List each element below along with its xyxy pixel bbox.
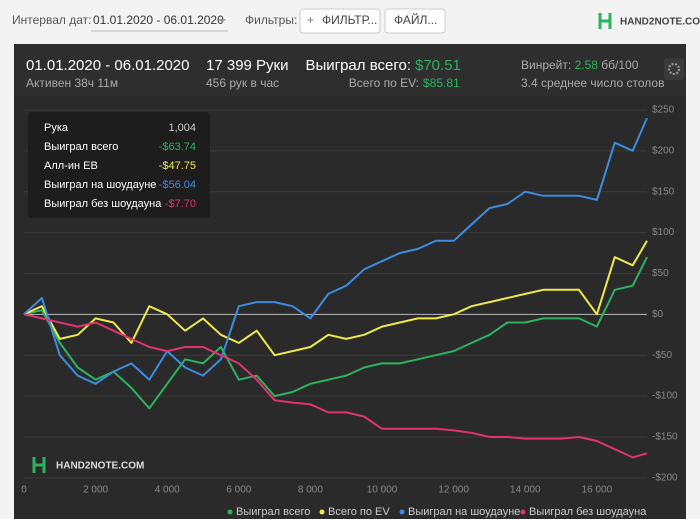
tooltip-label: Рука	[44, 122, 69, 134]
winrate-value: 2.58	[575, 58, 599, 72]
x-tick-label: 2 000	[83, 485, 108, 496]
series-line	[23, 256, 648, 410]
tooltip-rows: Рука 1,004 Выиграл всего -$63.74 Алл-ин EB -$…	[44, 122, 196, 210]
legend-label: Всего по EV	[328, 506, 390, 518]
winrate-label: Винрейт:	[521, 58, 571, 72]
file-button[interactable]	[384, 8, 446, 34]
tooltip-label: Выиграл на шоудауне	[44, 179, 156, 191]
y-tick-label: $0	[652, 309, 664, 320]
active-time: Активен 38ч 11м	[26, 76, 118, 90]
watermark-icon	[32, 457, 46, 473]
x-tick-label: 12 000	[438, 485, 469, 496]
tooltip-value: -$7.70	[165, 198, 196, 210]
y-tick-label: -$200	[652, 472, 678, 483]
x-tick-label: 0	[21, 485, 27, 496]
legend-swatch	[399, 509, 405, 515]
settings-icon[interactable]	[668, 63, 680, 75]
won-value: $70.51	[415, 57, 461, 74]
y-tick-label: $200	[652, 145, 675, 156]
series-line	[23, 117, 648, 385]
tables: 3.4 среднее число столов	[521, 76, 664, 90]
y-tick-label: $50	[652, 268, 669, 279]
tooltip-value: 1,004	[168, 122, 196, 134]
legend: Выиграл всего Всего по EV Выиграл на шоуда…	[227, 506, 647, 518]
legend-label: Выиграл без шоудауна	[529, 506, 647, 518]
legend-label: Выиграл на шоудауне	[408, 506, 520, 518]
settings-button[interactable]	[664, 58, 684, 80]
tooltip-value: -$56.04	[159, 179, 196, 191]
dropdown-arrow[interactable]	[218, 19, 226, 23]
tooltip	[28, 112, 210, 218]
filter-button-label[interactable]: ФИЛЬТР...	[322, 13, 377, 27]
y-tick-label: $100	[652, 227, 675, 238]
logo-icon	[598, 13, 612, 29]
x-tick-label: 4 000	[155, 485, 180, 496]
x-tick-label: 10 000	[367, 485, 398, 496]
summary-bar	[14, 44, 686, 96]
period: 01.01.2020 - 06.01.2020	[26, 57, 189, 74]
ev-label: Всего по EV:	[349, 76, 419, 90]
legend-swatch	[319, 509, 325, 515]
y-tick-label: -$150	[652, 432, 678, 443]
filter-button[interactable]	[299, 8, 381, 34]
tooltip-label: Выиграл без шоудауна	[44, 198, 162, 210]
file-button-label[interactable]: ФАЙЛ...	[394, 12, 437, 27]
winrate: Винрейт: 2.58 бб/100	[521, 58, 639, 72]
y-tick-label: $150	[652, 186, 675, 197]
x-tick-label: 14 000	[510, 485, 541, 496]
watermark: HAND2NOTE.COM	[56, 461, 144, 472]
legend-swatch	[520, 509, 526, 515]
logo: HAND2NOTE.COM	[620, 17, 700, 28]
x-tick-label: 8 000	[298, 485, 323, 496]
legend-swatch	[227, 509, 233, 515]
hands-per-hour: 456 рук в час	[206, 76, 279, 90]
legend-label: Выиграл всего	[236, 506, 310, 518]
won-label: Выиграл всего:	[305, 57, 411, 74]
hands: 17 399 Руки	[206, 57, 289, 74]
ev-value: $85.81	[423, 76, 460, 90]
series-line	[23, 313, 648, 459]
filters-label: Фильтры:	[245, 13, 297, 27]
plus-icon: +	[307, 13, 314, 27]
winrate-unit: бб/100	[601, 58, 638, 72]
y-tick-label: -$50	[652, 350, 672, 361]
y-tick-label: -$100	[652, 391, 678, 402]
x-tick-label: 6 000	[226, 485, 251, 496]
tooltip-value: -$47.75	[159, 160, 196, 172]
tooltip-value: -$63.74	[159, 141, 196, 153]
date-label: Интервал дат:	[12, 13, 91, 27]
date-picker[interactable]: 01.01.2020 - 06.01.2020	[93, 13, 224, 27]
tooltip-label: Выиграл всего	[44, 141, 118, 153]
y-tick-label: $250	[652, 105, 675, 116]
x-tick-label: 16 000	[582, 485, 613, 496]
series-line	[23, 240, 648, 357]
tooltip-label: Алл-ин EB	[44, 160, 98, 172]
